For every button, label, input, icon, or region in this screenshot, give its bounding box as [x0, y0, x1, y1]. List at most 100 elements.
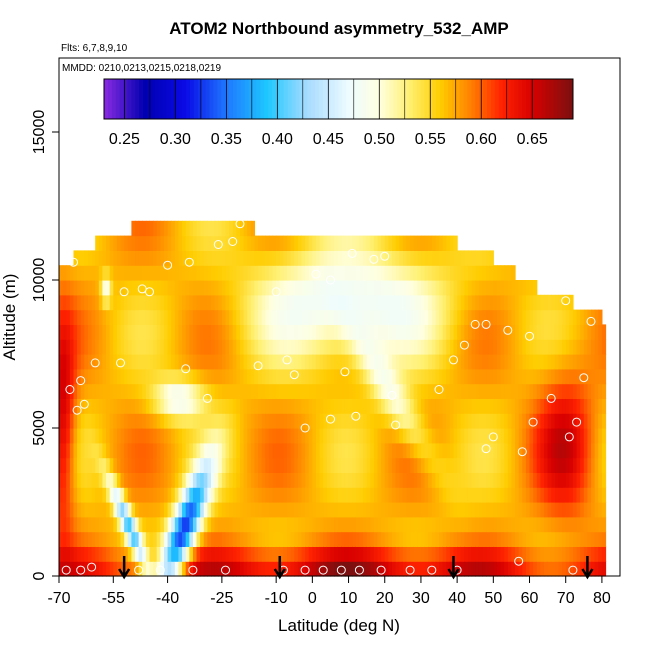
heatmap-cell: [113, 265, 118, 281]
colorbar-segment: [303, 79, 308, 119]
heatmap-cell: [388, 546, 393, 562]
heatmap-cell: [142, 339, 147, 355]
x-tick-label: -10: [265, 590, 288, 607]
heatmap-cell: [500, 398, 505, 414]
heatmap-cell: [417, 428, 422, 444]
heatmap-cell: [504, 442, 509, 459]
heatmap-cell: [381, 472, 386, 488]
heatmap-cell: [496, 442, 502, 459]
heatmap-cell: [203, 309, 208, 325]
heatmap-cell: [196, 502, 201, 518]
heatmap-cell: [326, 398, 332, 414]
heatmap-cell: [536, 309, 541, 325]
observation-point: [564, 432, 574, 442]
heatmap-cell: [239, 398, 245, 414]
heatmap-cell: [229, 457, 234, 473]
heatmap-cell: [551, 531, 556, 547]
heatmap-cell: [247, 280, 252, 296]
heatmap-cell: [84, 531, 89, 547]
heatmap-cell: [156, 561, 161, 577]
heatmap-cell: [232, 413, 237, 429]
heatmap-cell: [348, 531, 353, 547]
heatmap-cell: [214, 339, 219, 355]
heatmap-cell: [189, 220, 194, 237]
heatmap-cell: [91, 294, 96, 311]
heatmap-cell: [250, 339, 256, 355]
heatmap-cell: [334, 457, 339, 473]
heatmap-cell: [69, 472, 75, 488]
x-tick-label: 10: [340, 590, 358, 607]
heatmap-cell: [363, 309, 368, 325]
heatmap-cell: [442, 265, 447, 281]
heatmap-cell: [598, 383, 603, 399]
heatmap-cell: [323, 516, 328, 533]
colorbar-segment: [225, 79, 230, 119]
heatmap-cell: [203, 442, 208, 459]
heatmap-cell: [391, 368, 397, 385]
heatmap-cell: [59, 383, 64, 399]
heatmap-cell: [218, 561, 223, 577]
x-tick-label: -55: [102, 590, 125, 607]
heatmap-cell: [77, 280, 82, 296]
heatmap-cell: [156, 235, 161, 251]
heatmap-cell: [290, 531, 295, 547]
heatmap-cell: [428, 457, 433, 473]
observation-point: [481, 444, 491, 454]
heatmap-cell: [565, 516, 570, 533]
heatmap-cell: [243, 546, 248, 562]
heatmap-cell: [308, 531, 313, 547]
heatmap-cell: [529, 546, 534, 562]
heatmap-cell: [171, 368, 176, 385]
heatmap-cell: [91, 561, 96, 577]
heatmap-cell: [174, 354, 180, 370]
heatmap-cell: [239, 531, 245, 547]
heatmap-cell: [203, 472, 208, 488]
heatmap-cell: [406, 280, 411, 296]
heatmap-cell: [453, 309, 458, 325]
heatmap-cell: [598, 531, 603, 547]
heatmap-cell: [127, 487, 132, 503]
heatmap-cell: [431, 502, 437, 518]
heatmap-cell: [341, 383, 346, 399]
heatmap-cell: [344, 413, 350, 429]
heatmap-cell: [265, 442, 270, 459]
heatmap-cell: [326, 472, 332, 488]
observation-point: [181, 364, 191, 374]
heatmap-cell: [142, 561, 147, 577]
heatmap-cell: [511, 487, 516, 503]
heatmap-cell: [381, 516, 386, 533]
heatmap-cell: [399, 516, 404, 533]
colorbar-segment: [401, 79, 406, 119]
heatmap-cell: [355, 531, 361, 547]
heatmap-cell: [261, 294, 266, 311]
heatmap-cell: [334, 442, 339, 459]
heatmap-cell: [402, 235, 408, 251]
heatmap-cell: [558, 383, 563, 399]
observation-point: [572, 417, 582, 427]
heatmap-cell: [511, 309, 516, 325]
heatmap-cell: [496, 516, 502, 533]
heatmap-cell: [457, 546, 462, 562]
heatmap-cell: [522, 413, 527, 429]
heatmap-cell: [359, 324, 364, 340]
heatmap-cell: [254, 413, 259, 429]
heatmap-cell: [178, 235, 183, 251]
heatmap-cell: [496, 354, 502, 370]
heatmap-cell: [236, 546, 241, 562]
heatmap-cell: [341, 428, 346, 444]
heatmap-cell: [522, 309, 527, 325]
heatmap-cell: [493, 516, 498, 533]
heatmap-cell: [344, 265, 350, 281]
heatmap-cell: [185, 309, 190, 325]
heatmap-cell: [294, 235, 299, 251]
heatmap-cell: [221, 472, 227, 488]
heatmap-cell: [522, 339, 527, 355]
heatmap-cell: [167, 339, 172, 355]
heatmap-cell: [543, 339, 549, 355]
heatmap-cell: [569, 398, 574, 414]
heatmap-cell: [558, 368, 563, 385]
heatmap-cell: [138, 561, 143, 577]
heatmap-cell: [533, 487, 538, 503]
heatmap-cell: [196, 324, 201, 340]
heatmap-cell: [66, 383, 71, 399]
